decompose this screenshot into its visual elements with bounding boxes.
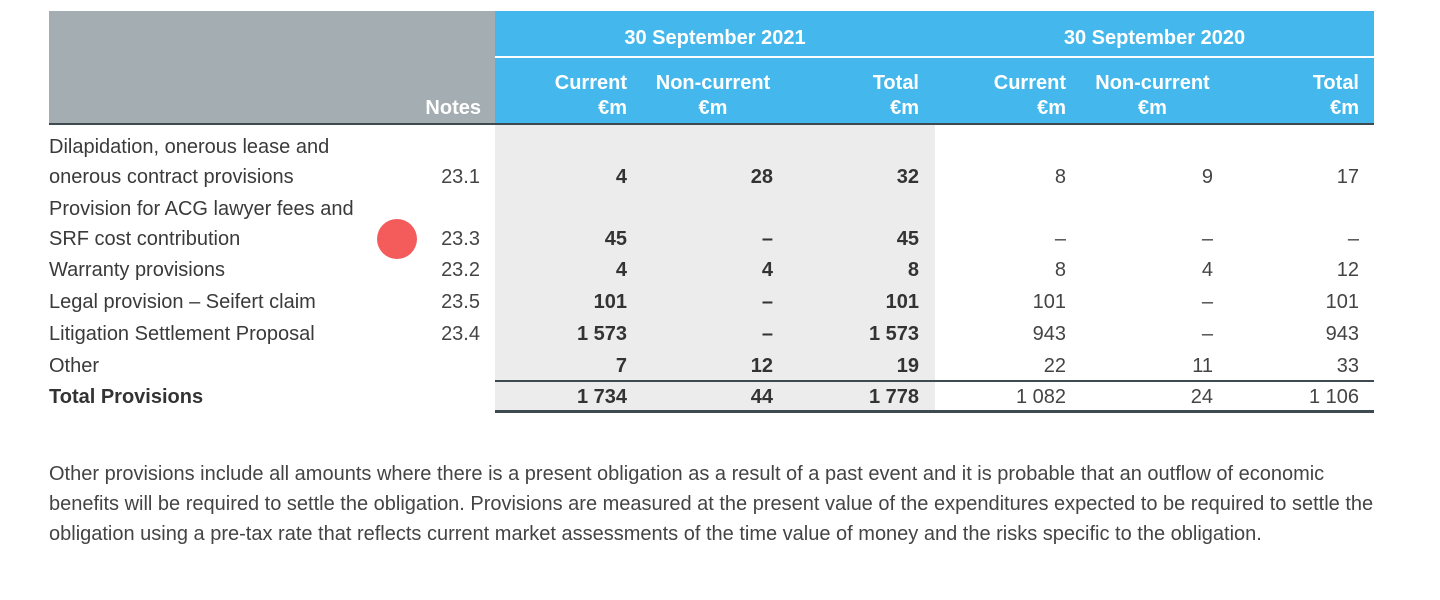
current-period-shading [495, 125, 935, 411]
col-2021-noncurrent: Non-current €m [655, 72, 771, 119]
table-cell: – [1201, 291, 1213, 313]
cursor-marker-dot [377, 219, 417, 259]
row-note: 23.4 [441, 323, 480, 345]
row-label-other: Other [49, 355, 100, 377]
total-cell: 44 [750, 386, 773, 408]
header-bottom-rule [49, 123, 1374, 125]
total-cell: 1 082 [1015, 386, 1066, 408]
row-note: 23.1 [441, 166, 480, 188]
table-cell: 11 [1192, 355, 1213, 377]
table-cell: – [1347, 228, 1359, 250]
table-cell: 45 [604, 228, 627, 250]
table-cell: – [761, 291, 773, 313]
total-cell: 1 106 [1308, 386, 1359, 408]
row-note: 23.5 [441, 291, 480, 313]
table-header: Notes 30 September 2021 30 September 202… [49, 11, 1374, 125]
total-cell: 1 778 [868, 386, 919, 408]
table-cell: 7 [615, 355, 627, 377]
header-label-area [49, 11, 495, 123]
table-cell: 33 [1336, 355, 1359, 377]
header-period-area [495, 11, 1374, 123]
table-cell: 8 [1054, 166, 1066, 188]
table-cell: 943 [1325, 323, 1359, 345]
table-cell: – [1201, 323, 1213, 345]
notes-column-header: Notes [425, 97, 481, 119]
row-label-acg-line2: SRF cost contribution [49, 228, 241, 250]
provisions-table: Notes 30 September 2021 30 September 202… [49, 11, 1374, 413]
table-cell: – [761, 228, 773, 250]
col-2021-total: Total €m [872, 72, 919, 119]
table-cell: 101 [1325, 291, 1359, 313]
table-cell: 101 [885, 291, 919, 313]
table-cell: 12 [1336, 259, 1359, 281]
row-note: 23.3 [441, 228, 480, 250]
col-2020-current: Current €m [993, 72, 1066, 119]
col-2021-current: Current €m [554, 72, 627, 119]
row-label-legal: Legal provision – Seifert claim [49, 291, 316, 313]
table-cell: 4 [761, 259, 773, 281]
table-cell: 4 [1201, 259, 1213, 281]
period-2020-header: 30 September 2020 [1063, 27, 1246, 49]
table-cell: 8 [907, 259, 919, 281]
total-cell: 1 734 [576, 386, 627, 408]
table-bottom-rule [495, 410, 1374, 413]
row-label-dilapidation-line1: Dilapidation, onerous lease and [49, 136, 330, 158]
table-cell: 19 [896, 355, 919, 377]
table-cell: 12 [750, 355, 773, 377]
table-cell: 4 [615, 166, 627, 188]
header-divider [495, 56, 1374, 58]
explanatory-paragraph: Other provisions include all amounts whe… [49, 463, 1374, 545]
row-label-dilapidation-line2: onerous contract provisions [49, 166, 294, 188]
table-cell: 32 [896, 166, 919, 188]
table-cell: 8 [1054, 259, 1066, 281]
total-cell: 24 [1190, 386, 1213, 408]
col-2020-total: Total €m [1312, 72, 1359, 119]
table-cell: 17 [1336, 166, 1359, 188]
period-2021-header: 30 September 2021 [624, 27, 806, 49]
table-cell: – [1201, 228, 1213, 250]
table-cell: – [1054, 228, 1066, 250]
table-cell: 45 [896, 228, 919, 250]
table-cell: 101 [1032, 291, 1066, 313]
table-cell: 1 573 [576, 323, 627, 345]
table-cell: 101 [593, 291, 627, 313]
row-label-total: Total Provisions [49, 386, 204, 408]
table-cell: 4 [615, 259, 627, 281]
total-rule [495, 380, 1374, 382]
row-label-warranty: Warranty provisions [49, 259, 225, 281]
table-cell: 1 573 [868, 323, 919, 345]
table-cell: 22 [1043, 355, 1066, 377]
table-cell: – [761, 323, 773, 345]
row-label-litigation: Litigation Settlement Proposal [49, 323, 315, 345]
table-cell: 943 [1032, 323, 1066, 345]
table-cell: 28 [750, 166, 773, 188]
row-note: 23.2 [441, 259, 480, 281]
col-2020-noncurrent: Non-current €m [1095, 72, 1210, 119]
row-label-acg-line1: Provision for ACG lawyer fees and [49, 198, 354, 220]
table-cell: 9 [1201, 166, 1213, 188]
